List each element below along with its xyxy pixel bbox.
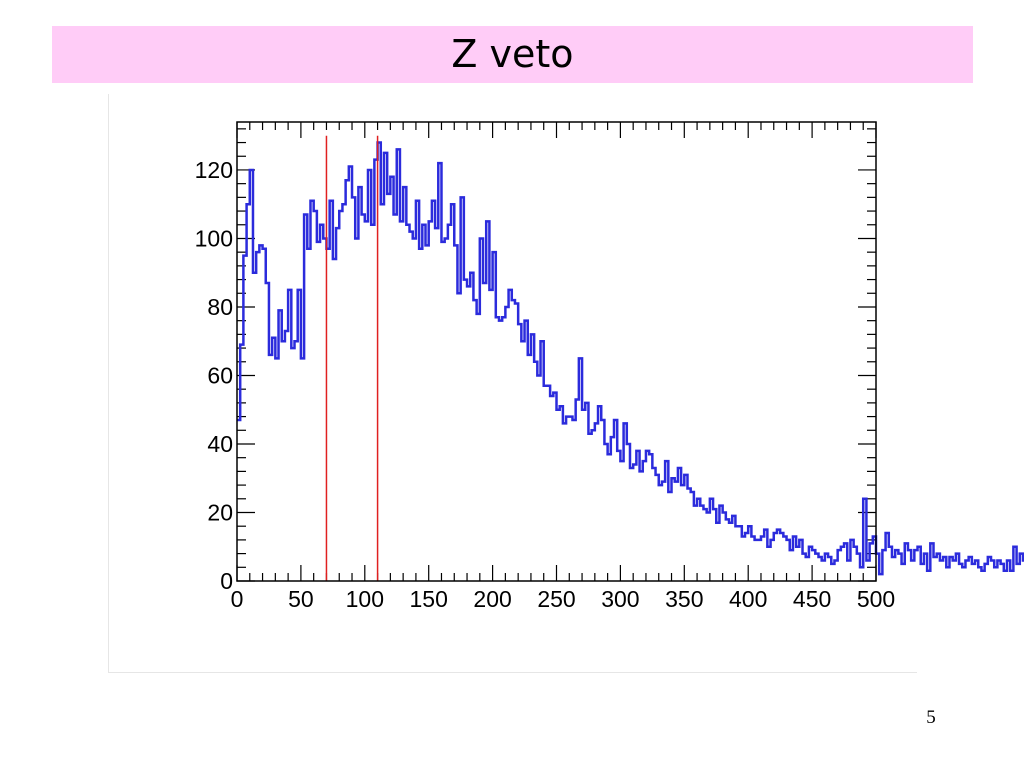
x-tick-label: 100 — [346, 586, 384, 612]
y-tick-label: 120 — [195, 157, 233, 183]
x-tick-label: 500 — [857, 586, 895, 612]
x-tick-label: 50 — [288, 586, 314, 612]
axis-ticks — [236, 122, 877, 582]
y-tick-label: 40 — [207, 431, 233, 457]
page-number: 5 — [926, 707, 936, 728]
x-tick-label: 450 — [793, 586, 831, 612]
axis-tick-labels: 0 50 100 150 200 250 300 350 400 450 500 0 20 40 60 80 1… — [195, 157, 896, 612]
x-tick-label: 400 — [729, 586, 767, 612]
cut-lines — [325, 135, 379, 581]
y-tick-label: 60 — [207, 362, 233, 388]
axis-box — [236, 121, 877, 582]
x-tick-label: 200 — [473, 586, 511, 612]
y-tick-label: 80 — [207, 294, 233, 320]
x-tick-label: 0 — [231, 586, 244, 612]
slide-title: Z veto — [451, 32, 574, 76]
x-tick-label: 150 — [410, 586, 448, 612]
y-tick-label: 100 — [195, 225, 233, 251]
y-tick-label: 20 — [207, 499, 233, 525]
title-bar: Z veto — [52, 26, 973, 83]
plot-frame — [108, 94, 917, 673]
y-tick-label: 0 — [220, 568, 233, 594]
histogram-series — [237, 141, 1024, 576]
x-tick-label: 300 — [601, 586, 639, 612]
x-tick-label: 250 — [537, 586, 575, 612]
x-tick-label: 350 — [665, 586, 703, 612]
